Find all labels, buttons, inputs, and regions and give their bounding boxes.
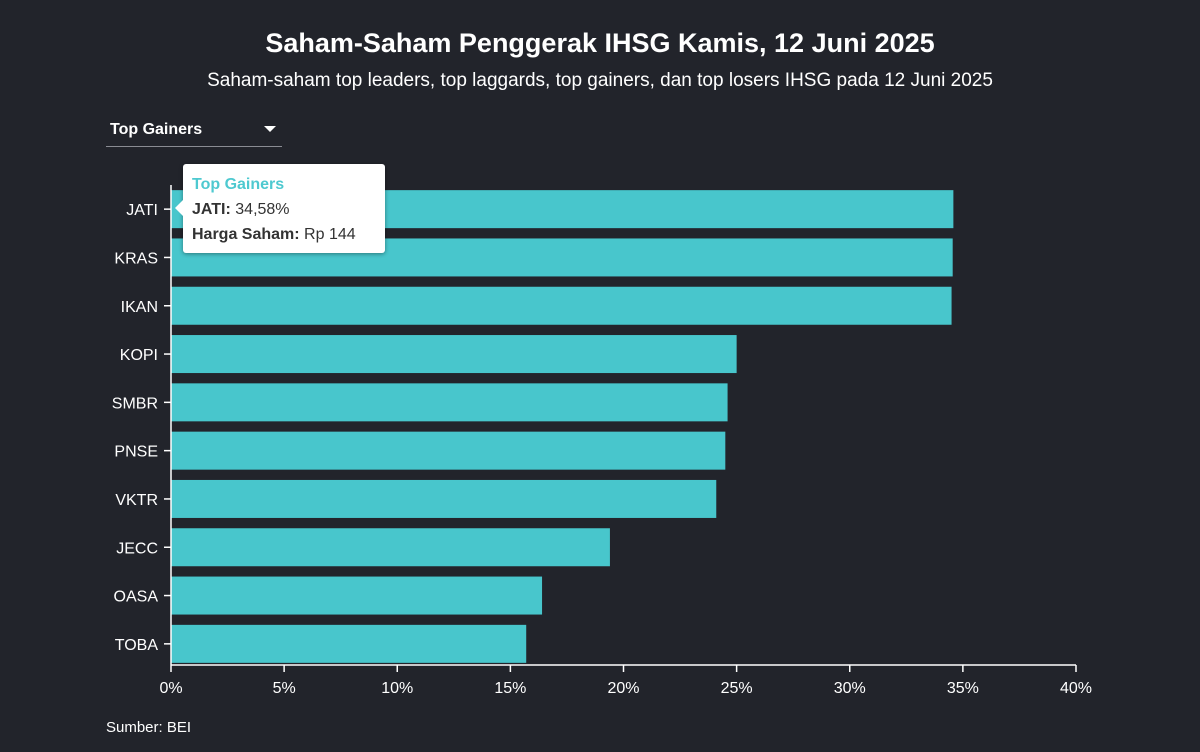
x-tick-label: 20% [607, 680, 639, 697]
bar-pnse[interactable] [171, 431, 726, 470]
tooltip-key-ticker: JATI: [192, 201, 231, 218]
chart-title: Saham-Saham Penggerak IHSG Kamis, 12 Jun… [265, 28, 935, 58]
bar-toba[interactable] [171, 624, 527, 663]
y-tick-label: SMBR [112, 395, 158, 412]
y-tick-label: TOBA [115, 637, 159, 654]
x-tick-label: 5% [273, 680, 296, 697]
y-tick-label: VKTR [115, 492, 158, 509]
tooltip-pointer [175, 200, 183, 216]
caret-down-icon [264, 126, 276, 132]
x-tick-label: 0% [159, 680, 182, 697]
x-tick-label: 10% [381, 680, 413, 697]
x-tick-label: 40% [1060, 680, 1092, 697]
bar-ikan[interactable] [171, 286, 952, 325]
bar-oasa[interactable] [171, 576, 543, 615]
bar-vktr[interactable] [171, 479, 717, 518]
y-tick-label: IKAN [121, 299, 158, 316]
dropdown-selected-label: Top Gainers [110, 121, 203, 138]
x-tick-label: 35% [947, 680, 979, 697]
x-tick-label: 30% [834, 680, 866, 697]
y-tick-label: OASA [114, 589, 159, 606]
tooltip-value-percent: 34,58% [235, 201, 290, 218]
category-dropdown[interactable]: Top Gainers [106, 118, 282, 147]
tooltip-title: Top Gainers [192, 176, 285, 193]
tooltip-line-price: Harga Saham: Rp 144 [192, 226, 356, 244]
tooltip-line-value: JATI: 34,58% [192, 201, 290, 219]
bar-jecc[interactable] [171, 528, 610, 567]
tooltip-key-price: Harga Saham: [192, 226, 300, 243]
bar-kopi[interactable] [171, 335, 737, 374]
source-note: Sumber: BEI [106, 719, 192, 736]
bar-smbr[interactable] [171, 383, 728, 422]
x-tick-label: 15% [494, 680, 526, 697]
y-tick-label: JECC [116, 540, 158, 557]
chart-tooltip: Top Gainers JATI: 34,58% Harga Saham: Rp… [175, 164, 385, 253]
y-tick-label: JATI [126, 202, 158, 219]
y-tick-label: KOPI [120, 347, 158, 364]
chart-subtitle: Saham-saham top leaders, top laggards, t… [207, 70, 993, 91]
x-tick-label: 25% [721, 680, 753, 697]
y-tick-label: KRAS [114, 250, 158, 267]
tooltip-value-price: Rp 144 [304, 226, 356, 243]
y-tick-label: PNSE [114, 444, 158, 461]
